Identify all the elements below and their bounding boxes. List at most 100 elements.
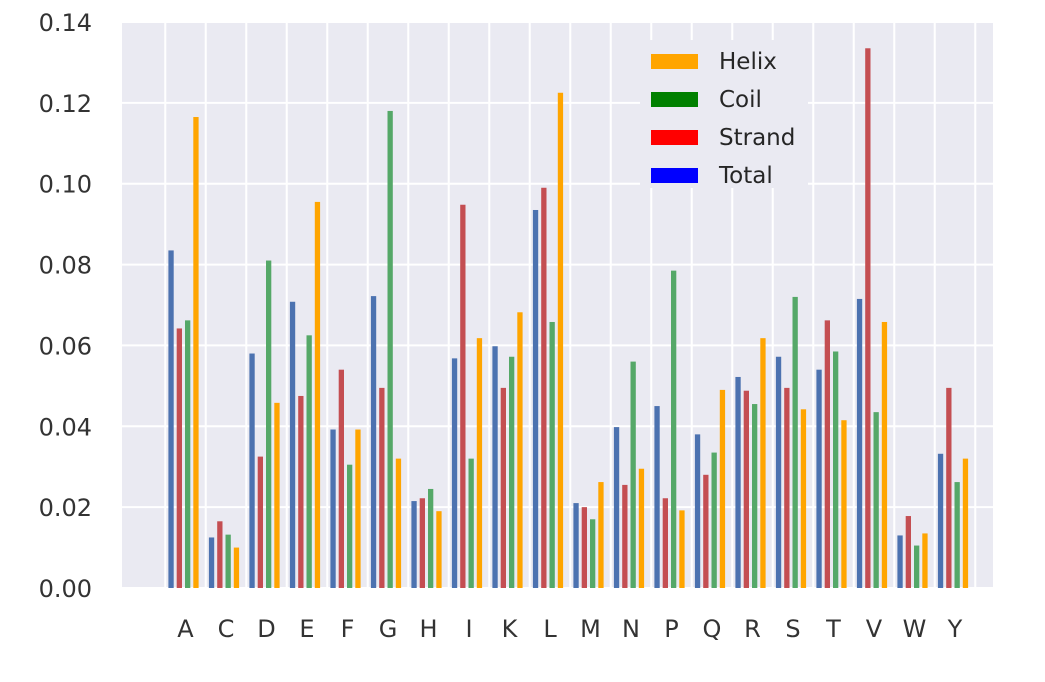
bar-K-coil — [509, 356, 515, 588]
bar-N-helix — [638, 468, 645, 588]
bar-F-total — [330, 429, 336, 588]
bar-G-helix — [395, 458, 402, 588]
x-tick-label: H — [419, 615, 437, 643]
bar-Y-helix — [962, 458, 969, 588]
y-axis-ticks: 0.00 0.02 0.04 0.06 0.08 0.10 0.12 0.14 — [39, 9, 92, 603]
bar-I-strand — [460, 204, 466, 589]
bar-G-total — [370, 296, 377, 588]
bar-D-helix — [274, 402, 280, 588]
bar-A-coil — [185, 320, 191, 588]
x-tick-label: D — [257, 615, 275, 643]
bar-W-strand — [905, 516, 911, 588]
bar-N-coil — [630, 361, 636, 588]
bar-H-strand — [419, 498, 425, 588]
y-tick-label: 0.02 — [39, 494, 92, 522]
bar-G-coil — [387, 110, 393, 588]
x-tick-label: G — [379, 615, 398, 643]
bar-H-total — [411, 501, 417, 588]
bars — [168, 48, 969, 589]
bar-V-helix — [881, 321, 888, 588]
bar-I-helix — [476, 338, 483, 588]
bar-T-helix — [841, 420, 847, 588]
bar-A-helix — [193, 117, 199, 588]
x-tick-label: L — [543, 615, 557, 643]
bar-K-helix — [517, 312, 523, 588]
bar-R-helix — [760, 338, 766, 588]
bar-Y-strand — [946, 387, 952, 588]
bar-S-coil — [792, 296, 798, 588]
bar-K-strand — [500, 387, 506, 588]
x-tick-label: K — [502, 615, 519, 643]
y-tick-label: 0.14 — [39, 9, 92, 37]
bar-E-strand — [298, 395, 304, 588]
bar-E-total — [289, 301, 296, 588]
bar-W-coil — [914, 545, 920, 588]
bar-D-total — [249, 353, 255, 588]
legend: Helix Coil Strand Total — [640, 40, 808, 189]
x-tick-label: F — [341, 615, 355, 643]
x-tick-label: A — [177, 615, 194, 643]
bar-A-strand — [176, 328, 182, 588]
bar-T-strand — [824, 320, 830, 588]
legend-swatch-total — [651, 168, 698, 183]
bar-C-helix — [233, 547, 240, 588]
bar-T-total — [816, 369, 822, 588]
bar-E-helix — [314, 201, 321, 588]
bar-M-strand — [581, 507, 587, 588]
x-tick-label: E — [299, 615, 314, 643]
bar-L-total — [532, 209, 539, 588]
bar-P-total — [654, 406, 660, 588]
bar-T-coil — [833, 351, 839, 588]
bar-A-total — [168, 250, 174, 588]
legend-label-total: Total — [718, 163, 773, 189]
bar-H-helix — [436, 511, 442, 588]
x-tick-label: Y — [947, 615, 963, 643]
bar-I-total — [451, 358, 458, 588]
bar-F-strand — [338, 369, 344, 588]
bar-I-coil — [468, 458, 474, 588]
legend-label-helix: Helix — [719, 49, 777, 75]
bar-S-strand — [784, 387, 790, 588]
x-tick-label: T — [825, 615, 841, 643]
bar-R-coil — [752, 404, 758, 588]
bar-D-strand — [257, 456, 263, 588]
bar-P-strand — [662, 498, 668, 588]
x-tick-label: S — [785, 615, 800, 643]
y-tick-label: 0.10 — [39, 171, 92, 199]
y-tick-label: 0.04 — [39, 413, 92, 441]
y-tick-label: 0.06 — [39, 332, 92, 360]
bar-P-coil — [671, 270, 677, 588]
bar-W-helix — [922, 533, 928, 588]
bar-Y-coil — [954, 482, 960, 588]
bar-N-strand — [622, 484, 628, 588]
bar-Y-total — [937, 453, 944, 588]
bar-Q-coil — [711, 452, 717, 588]
bar-D-coil — [266, 260, 272, 588]
x-tick-label: R — [744, 615, 761, 643]
bar-F-coil — [347, 464, 353, 588]
bar-L-helix — [557, 92, 564, 588]
bar-M-helix — [598, 482, 604, 588]
bar-V-total — [856, 298, 863, 588]
bar-S-helix — [800, 409, 807, 588]
bar-M-total — [573, 503, 579, 588]
bar-G-strand — [379, 387, 385, 588]
bar-P-helix — [679, 510, 685, 588]
legend-label-strand: Strand — [719, 125, 795, 151]
x-tick-label: V — [866, 615, 883, 643]
y-tick-label: 0.00 — [39, 575, 92, 603]
bar-V-strand — [865, 48, 871, 589]
x-tick-label: N — [622, 615, 640, 643]
bar-L-coil — [549, 321, 555, 588]
legend-box — [640, 40, 808, 188]
legend-swatch-helix — [651, 54, 698, 69]
bar-S-total — [775, 356, 782, 588]
bar-Q-total — [694, 434, 701, 588]
legend-swatch-coil — [651, 92, 698, 107]
bar-R-strand — [743, 390, 749, 588]
legend-label-coil: Coil — [719, 87, 762, 113]
bar-C-coil — [225, 534, 231, 588]
bar-K-total — [492, 346, 498, 588]
bar-W-total — [897, 535, 903, 588]
